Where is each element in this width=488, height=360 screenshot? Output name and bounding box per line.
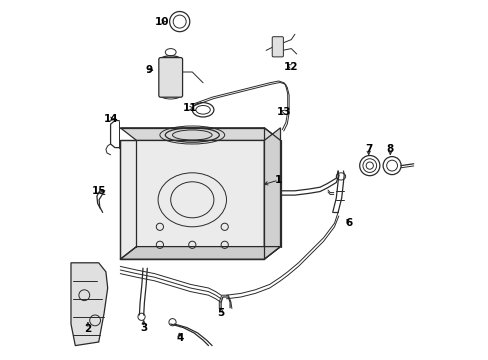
Polygon shape xyxy=(264,128,280,259)
Polygon shape xyxy=(120,247,280,259)
Text: 1: 1 xyxy=(275,175,282,185)
Text: 14: 14 xyxy=(104,114,119,124)
Text: 4: 4 xyxy=(176,333,183,343)
Text: 11: 11 xyxy=(183,103,197,113)
Ellipse shape xyxy=(160,56,181,63)
Text: 13: 13 xyxy=(276,107,291,117)
Text: 9: 9 xyxy=(145,65,152,75)
Text: 2: 2 xyxy=(84,324,91,334)
Polygon shape xyxy=(71,263,107,346)
FancyBboxPatch shape xyxy=(159,58,182,97)
Text: 15: 15 xyxy=(91,186,106,196)
Text: 12: 12 xyxy=(284,62,298,72)
Text: 5: 5 xyxy=(217,308,224,318)
Text: 6: 6 xyxy=(345,218,352,228)
Text: 7: 7 xyxy=(364,144,372,154)
Polygon shape xyxy=(120,128,280,140)
Text: 3: 3 xyxy=(140,323,147,333)
Text: 8: 8 xyxy=(386,144,393,154)
Polygon shape xyxy=(120,140,264,259)
Text: 10: 10 xyxy=(154,17,169,27)
FancyBboxPatch shape xyxy=(272,37,283,57)
